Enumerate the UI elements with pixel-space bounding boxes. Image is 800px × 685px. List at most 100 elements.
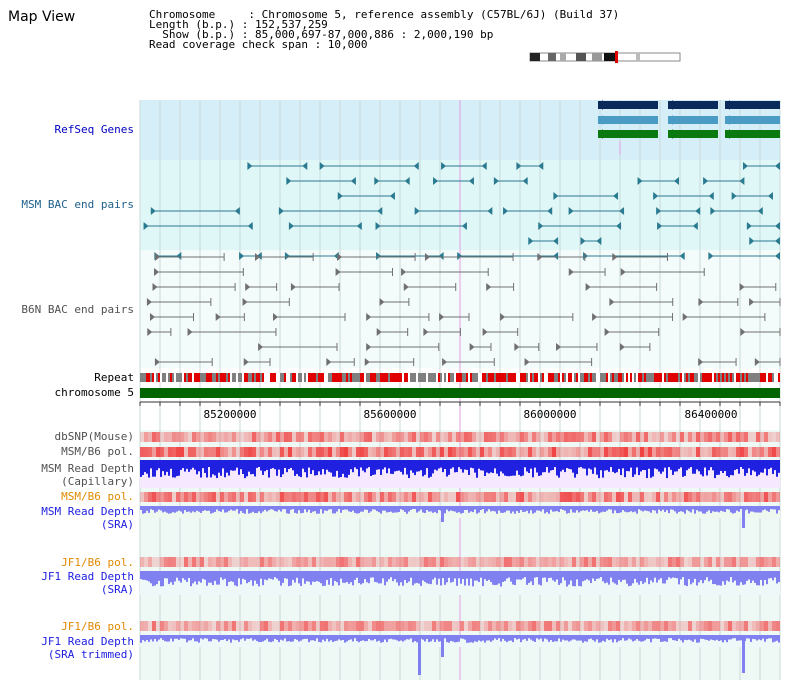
depth-bar xyxy=(754,460,756,472)
depth-bar xyxy=(310,635,312,641)
depth-bar xyxy=(318,571,320,582)
track-label-jf1-trimmed[interactable]: JF1 Read Depth xyxy=(41,635,134,648)
depth-bar xyxy=(572,460,574,473)
track-label-msm-pol-1[interactable]: MSM/B6 pol. xyxy=(61,445,134,458)
depth-bar xyxy=(676,460,678,472)
heat-cell xyxy=(192,432,196,442)
repeat-segment xyxy=(666,373,668,382)
heat-cell xyxy=(220,557,224,567)
repeat-segment xyxy=(618,373,620,382)
depth-bar xyxy=(712,571,714,585)
heat-cell xyxy=(404,432,408,442)
heat-cell xyxy=(484,557,488,567)
repeat-segment xyxy=(192,373,194,382)
depth-bar xyxy=(244,506,246,514)
depth-bar xyxy=(146,506,148,511)
track-label-msm-depth-sra[interactable]: MSM Read Depth xyxy=(41,505,134,518)
track-label-b6n-bac[interactable]: B6N BAC end pairs xyxy=(21,303,134,316)
depth-bar xyxy=(386,506,388,513)
heat-cell xyxy=(520,447,524,457)
depth-bar xyxy=(598,635,600,643)
repeat-segment xyxy=(650,373,652,382)
heat-cell xyxy=(676,432,680,442)
track-label-jf1-pol-1[interactable]: JF1/B6 pol. xyxy=(61,556,134,569)
depth-bar xyxy=(526,635,528,641)
depth-bar xyxy=(624,571,626,580)
repeat-segment xyxy=(172,373,174,382)
depth-bar xyxy=(516,571,518,580)
repeat-segment xyxy=(772,373,774,382)
heat-cell xyxy=(436,432,440,442)
depth-bar xyxy=(384,571,386,586)
depth-bar xyxy=(316,635,318,639)
heat-cell xyxy=(608,621,612,631)
depth-bar xyxy=(140,635,142,643)
track-label-msm-depth-capillary[interactable]: MSM Read Depth xyxy=(41,462,134,475)
heat-cell xyxy=(520,492,524,502)
heat-cell xyxy=(668,621,672,631)
heat-cell xyxy=(668,447,672,457)
heat-cell xyxy=(336,432,340,442)
heat-cell xyxy=(616,447,620,457)
depth-bar xyxy=(260,571,262,579)
repeat-segment xyxy=(520,373,522,382)
heat-cell xyxy=(416,557,420,567)
track-label-jf1-pol-2[interactable]: JF1/B6 pol. xyxy=(61,620,134,633)
heat-cell xyxy=(412,447,416,457)
repeat-segment xyxy=(208,373,210,382)
heat-cell xyxy=(468,492,472,502)
page-title: Map View xyxy=(8,9,76,25)
bac-end xyxy=(176,252,182,260)
track-label-refseq[interactable]: RefSeq Genes xyxy=(54,123,134,136)
track-label-jf1-depth[interactable]: JF1 Read Depth xyxy=(41,570,134,583)
depth-bar xyxy=(380,635,382,643)
track-label-msm-bac[interactable]: MSM BAC end pairs xyxy=(21,198,134,211)
depth-bar xyxy=(342,460,344,474)
repeat-segment xyxy=(202,373,204,382)
depth-bar xyxy=(404,460,406,468)
heat-cell xyxy=(144,432,148,442)
heat-cell xyxy=(240,447,244,457)
repeat-segment xyxy=(180,373,182,382)
depth-bar xyxy=(290,635,292,642)
heat-cell xyxy=(588,447,592,457)
depth-bar xyxy=(474,571,476,581)
depth-bar xyxy=(322,635,324,640)
depth-bar xyxy=(670,506,672,510)
heat-cell xyxy=(236,621,240,631)
repeat-segment xyxy=(656,373,658,382)
heat-cell xyxy=(712,621,716,631)
depth-bar xyxy=(636,635,638,640)
bac-end xyxy=(215,313,221,321)
heat-cell xyxy=(728,621,732,631)
repeat-segment xyxy=(566,373,568,382)
repeat-segment xyxy=(504,373,506,382)
heat-cell xyxy=(416,432,420,442)
depth-bar xyxy=(704,460,706,468)
depth-bar xyxy=(644,635,646,641)
depth-bar xyxy=(196,460,198,475)
heat-cell xyxy=(404,621,408,631)
heat-cell xyxy=(516,432,520,442)
track-label-repeat[interactable]: Repeat xyxy=(94,371,134,384)
depth-bar xyxy=(210,460,212,478)
heat-cell xyxy=(664,447,668,457)
depth-bar xyxy=(766,506,768,511)
heat-cell xyxy=(476,621,480,631)
depth-bar xyxy=(700,635,702,639)
depth-bar xyxy=(298,506,300,511)
depth-bar xyxy=(140,506,142,510)
depth-bar xyxy=(732,506,734,514)
repeat-segment xyxy=(540,373,542,382)
repeat-segment xyxy=(308,373,310,382)
heat-cell xyxy=(204,492,208,502)
track-label-msm-pol-2[interactable]: MSM/B6 pol. xyxy=(61,490,134,503)
repeat-segment xyxy=(318,373,320,382)
depth-bar xyxy=(452,506,454,512)
repeat-segment xyxy=(358,373,360,382)
track-label-dbsnp[interactable]: dbSNP(Mouse) xyxy=(54,430,134,443)
depth-bar xyxy=(334,571,336,581)
bac-end xyxy=(493,177,499,185)
track-label-chromosome[interactable]: chromosome 5 xyxy=(54,386,134,399)
